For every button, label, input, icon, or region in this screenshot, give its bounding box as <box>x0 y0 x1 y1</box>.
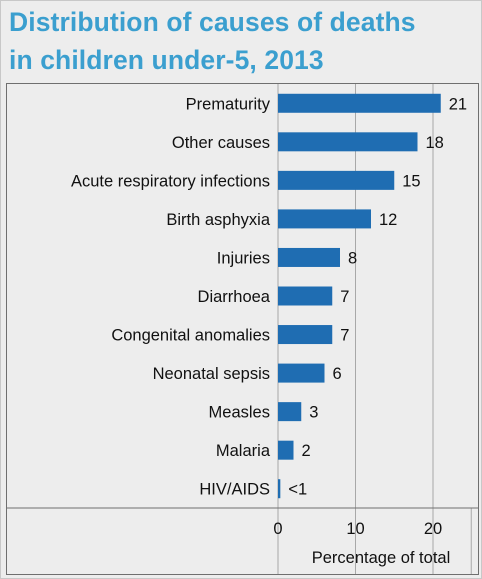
category-label-7: Neonatal sepsis <box>153 365 270 383</box>
bar-3 <box>278 209 371 229</box>
bar-7 <box>278 363 325 383</box>
bar-1 <box>278 132 418 152</box>
value-label-9: 2 <box>302 442 311 460</box>
value-label-10: <1 <box>288 481 307 499</box>
category-label-2: Acute respiratory infections <box>71 172 270 190</box>
category-label-1: Other causes <box>172 134 270 152</box>
category-label-4: Injuries <box>217 249 270 267</box>
chart-title-line-1: Distribution of causes of deaths <box>9 7 416 37</box>
bar-4 <box>278 247 340 267</box>
tick-label-0: 0 <box>273 520 282 538</box>
category-label-10: HIV/AIDS <box>199 481 270 499</box>
category-label-6: Congenital anomalies <box>111 327 270 345</box>
category-label-9: Malaria <box>216 442 271 460</box>
category-label-3: Birth asphyxia <box>166 211 270 229</box>
bar-10 <box>278 479 281 499</box>
bar-5 <box>278 286 333 306</box>
value-label-2: 15 <box>402 172 420 190</box>
value-label-4: 8 <box>348 249 357 267</box>
value-label-7: 6 <box>333 365 342 383</box>
category-label-5: Diarrhoea <box>198 288 271 306</box>
value-label-1: 18 <box>426 134 444 152</box>
value-label-3: 12 <box>379 211 397 229</box>
bar-chart: Prematurity 21 Other causes 18 Acute respira… <box>7 84 478 574</box>
bar-9 <box>278 440 294 460</box>
bar-2 <box>278 170 395 190</box>
chart-plot-area: Prematurity 21 Other causes 18 Acute respira… <box>6 83 479 575</box>
category-label-8: Measles <box>209 404 270 422</box>
bar-8 <box>278 402 302 422</box>
value-label-5: 7 <box>340 288 349 306</box>
category-label-0: Prematurity <box>186 95 271 113</box>
x-axis-title: Percentage of total <box>312 549 451 567</box>
chart-title: Distribution of causes of deaths in chil… <box>9 3 416 79</box>
chart-title-line-2: in children under-5, 2013 <box>9 45 324 75</box>
value-label-0: 21 <box>449 95 467 113</box>
tick-label-10: 10 <box>346 520 364 538</box>
bar-0 <box>278 93 441 113</box>
value-label-8: 3 <box>309 404 318 422</box>
bar-6 <box>278 325 333 345</box>
tick-label-20: 20 <box>424 520 442 538</box>
value-label-6: 7 <box>340 327 349 345</box>
